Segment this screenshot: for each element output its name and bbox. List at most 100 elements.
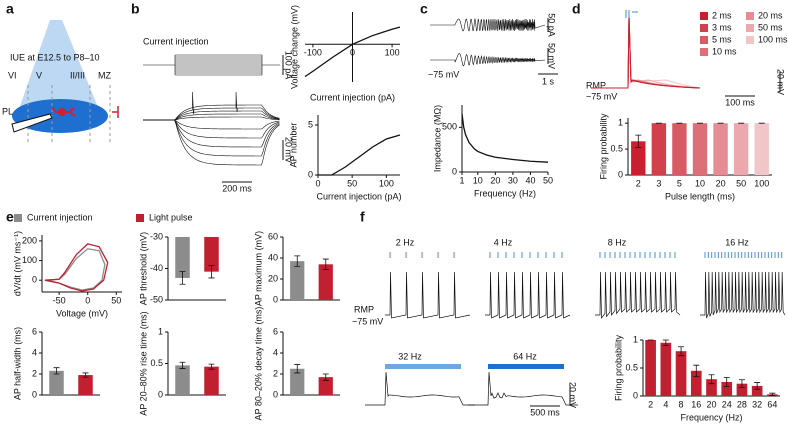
error-bar — [635, 134, 642, 148]
soma — [58, 108, 66, 116]
y-tick-label: 0 — [273, 294, 278, 304]
error-bar — [769, 392, 776, 396]
y-tick-label: 4 — [273, 347, 278, 357]
legend-label: 50 ms — [758, 22, 783, 32]
y-tick-label: 0 — [633, 390, 638, 400]
y-tick-label: 1 — [618, 118, 623, 128]
panel-label: c — [420, 1, 428, 17]
error-bar — [708, 374, 715, 385]
rate-label: 64 Hz — [513, 351, 537, 361]
x-tick-label: 0 — [350, 48, 355, 58]
y-axis-label: AP threshold (mV) — [138, 232, 148, 305]
x-tick-label: 40 — [525, 175, 535, 185]
y-axis-label: Firing probability — [613, 334, 623, 401]
y-tick-label: 200 — [22, 235, 37, 245]
y-tick-label: 0 — [308, 169, 313, 179]
x-tick-label: 2 — [636, 178, 641, 188]
x-tick-label: -50 — [53, 295, 66, 305]
x-tick-label: 50 — [736, 178, 746, 188]
x-tick-label: 20 — [716, 178, 726, 188]
voltage-trace — [143, 119, 280, 148]
x-tick-label: 0 — [85, 295, 90, 305]
x-tick-label: 3 — [656, 178, 661, 188]
y-tick-label: 0.5 — [150, 358, 163, 368]
bar — [751, 385, 763, 396]
error-bar — [693, 364, 700, 377]
error-bar — [294, 255, 301, 267]
dendrite — [112, 106, 119, 118]
x-tick-label: 24 — [722, 399, 732, 409]
data-line — [304, 26, 401, 78]
bar — [204, 237, 219, 272]
y-tick-label: 4 — [32, 347, 37, 357]
x-tick-label: 2 — [648, 399, 653, 409]
legend-swatch — [746, 36, 754, 44]
bar — [713, 123, 728, 175]
light-pulse — [704, 252, 783, 258]
bar — [318, 264, 333, 300]
bar — [318, 377, 333, 395]
rate-label: 8 Hz — [608, 237, 627, 247]
scale-label: 100 ms — [725, 97, 755, 107]
y-tick-label: 5 — [308, 119, 313, 129]
x-tick-label: 10 — [695, 178, 705, 188]
scale-label: 20 mV — [568, 382, 578, 408]
schematic-title: IUE at E12.5 to P8–10 — [10, 52, 100, 62]
y-tick-label: -50 — [150, 294, 163, 304]
data-line — [318, 134, 401, 176]
rate-label: 2 Hz — [396, 237, 415, 247]
y-tick-label: -40 — [150, 263, 163, 273]
rate-label: 4 Hz — [494, 237, 513, 247]
x-axis-label: Current injection (pA) — [316, 191, 401, 201]
legend-label: Current injection — [27, 212, 93, 222]
error-bar — [53, 367, 60, 375]
panel-label: a — [6, 1, 14, 17]
x-tick-label: 5 — [677, 178, 682, 188]
light-cone — [18, 20, 100, 112]
trace-label: −75 mV — [586, 91, 617, 101]
voltage-trace — [485, 271, 571, 319]
x-tick-label: 28 — [737, 399, 747, 409]
y-tick-label: 0 — [273, 389, 278, 399]
voltage-trace — [385, 271, 471, 319]
error-bar — [738, 379, 745, 388]
x-axis-label: Voltage (mV) — [56, 308, 108, 318]
light-pulse — [599, 252, 676, 258]
scale-label: 500 ms — [530, 407, 560, 417]
light-pulse — [625, 10, 638, 18]
y-tick-label: 6 — [32, 326, 37, 336]
y-tick-label: 500 — [442, 122, 457, 132]
data-line — [44, 243, 109, 292]
scale-label: 200 ms — [222, 183, 252, 193]
error-bar — [322, 373, 329, 381]
x-tick-label: 64 — [767, 399, 777, 409]
voltage-trace — [143, 91, 280, 121]
y-tick-label: 6 — [273, 326, 278, 336]
data-line — [47, 248, 106, 291]
error-bar — [322, 258, 329, 270]
trace-label: −75 mV — [352, 316, 383, 326]
light-pulse — [385, 364, 461, 369]
error-bar — [662, 339, 669, 346]
y-tick-label: 0 — [32, 389, 37, 399]
y-tick-label: 1 — [158, 326, 163, 336]
region-label: PL — [2, 106, 13, 116]
bar — [175, 237, 190, 278]
y-tick-label: 100 — [22, 255, 37, 265]
bar — [290, 261, 305, 300]
layer-lines — [27, 85, 111, 145]
voltage-trace — [595, 271, 681, 319]
legend-swatch — [14, 214, 22, 222]
light-pulse — [488, 364, 564, 369]
error-bar — [82, 372, 89, 378]
light-pulse — [389, 252, 455, 258]
error-bar — [179, 271, 186, 285]
bar — [706, 379, 717, 396]
scale-label: 100 pA — [284, 51, 294, 80]
voltage-trace — [592, 15, 701, 89]
x-tick-label: 4 — [663, 399, 668, 409]
x-tick-label: 10 — [473, 175, 483, 185]
bar — [49, 370, 64, 395]
x-tick-label: 8 — [679, 399, 684, 409]
